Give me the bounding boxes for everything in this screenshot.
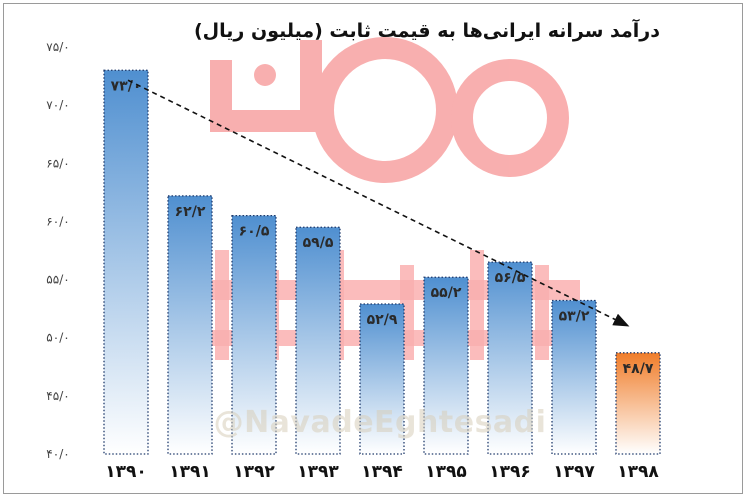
bar [167, 195, 213, 455]
x-tick-label: ۱۳۹۱ [169, 462, 211, 482]
bar [103, 69, 149, 455]
trend-arrow [127, 79, 630, 327]
watermark-logo [170, 37, 580, 360]
bar [423, 276, 469, 455]
data-label: ۵۹/۵ [303, 235, 334, 251]
bars: ۷۳/۰ ۶۲/۲ ۶۰/۵ ۵۹/۵ ۵۲/۹ ۵۵/۲ ۵۶/۵ ۵۳/۲ ۴۸/۷ [103, 69, 661, 455]
x-tick-label: ۱۳۹۰ [105, 462, 147, 482]
x-tick-label: ۱۳۹۸ [617, 462, 659, 482]
data-label: ۶۲/۲ [175, 204, 206, 220]
trend-line [127, 79, 630, 327]
y-tick-label: ۵۰/۰ [46, 331, 69, 345]
data-label: ۵۲/۹ [367, 312, 398, 328]
bar [487, 261, 533, 455]
y-tick-label: ۴۵/۰ [46, 389, 69, 403]
chart-title: درآمد سرانه ایرانی‌ها به قیمت ثابت (میلی… [193, 20, 660, 42]
data-label: ۵۶/۵ [495, 270, 526, 286]
y-tick-label: ۵۵/۰ [46, 273, 69, 287]
x-tick-label: ۱۳۹۷ [553, 462, 595, 482]
watermark-handle: @NavadeEghtesadi [213, 405, 547, 440]
data-label: ۷۳/۰ [111, 78, 142, 94]
bar [295, 226, 341, 455]
x-tick-label: ۱۳۹۶ [489, 462, 531, 482]
x-tick-label: ۱۳۹۵ [425, 462, 467, 482]
x-tick-label: ۱۳۹۳ [297, 462, 339, 482]
x-axis: ۱۳۹۰ ۱۳۹۱ ۱۳۹۲ ۱۳۹۳ ۱۳۹۴ ۱۳۹۵ ۱۳۹۶ ۱۳۹۷ ۱۳۹۸ [105, 462, 659, 482]
data-label: ۶۰/۵ [239, 224, 270, 240]
bar [551, 299, 597, 455]
bar [231, 214, 277, 455]
y-tick-label: ۷۰/۰ [46, 98, 69, 112]
data-label: ۴۸/۷ [623, 361, 654, 377]
y-tick-label: ۶۰/۰ [46, 214, 69, 228]
x-tick-label: ۱۳۹۲ [233, 462, 275, 482]
bar [615, 352, 661, 455]
y-axis: ۴۰/۰ ۴۵/۰ ۵۰/۰ ۵۵/۰ ۶۰/۰ ۶۵/۰ ۷۰/۰ ۷۵/۰ [46, 40, 69, 461]
y-tick-label: ۷۵/۰ [46, 40, 69, 54]
data-label: ۵۵/۲ [431, 285, 462, 301]
bar [359, 303, 405, 455]
y-tick-label: ۶۵/۰ [46, 156, 69, 170]
y-tick-label: ۴۰/۰ [46, 447, 69, 461]
x-tick-label: ۱۳۹۴ [361, 462, 403, 482]
data-label: ۵۳/۲ [559, 309, 590, 325]
